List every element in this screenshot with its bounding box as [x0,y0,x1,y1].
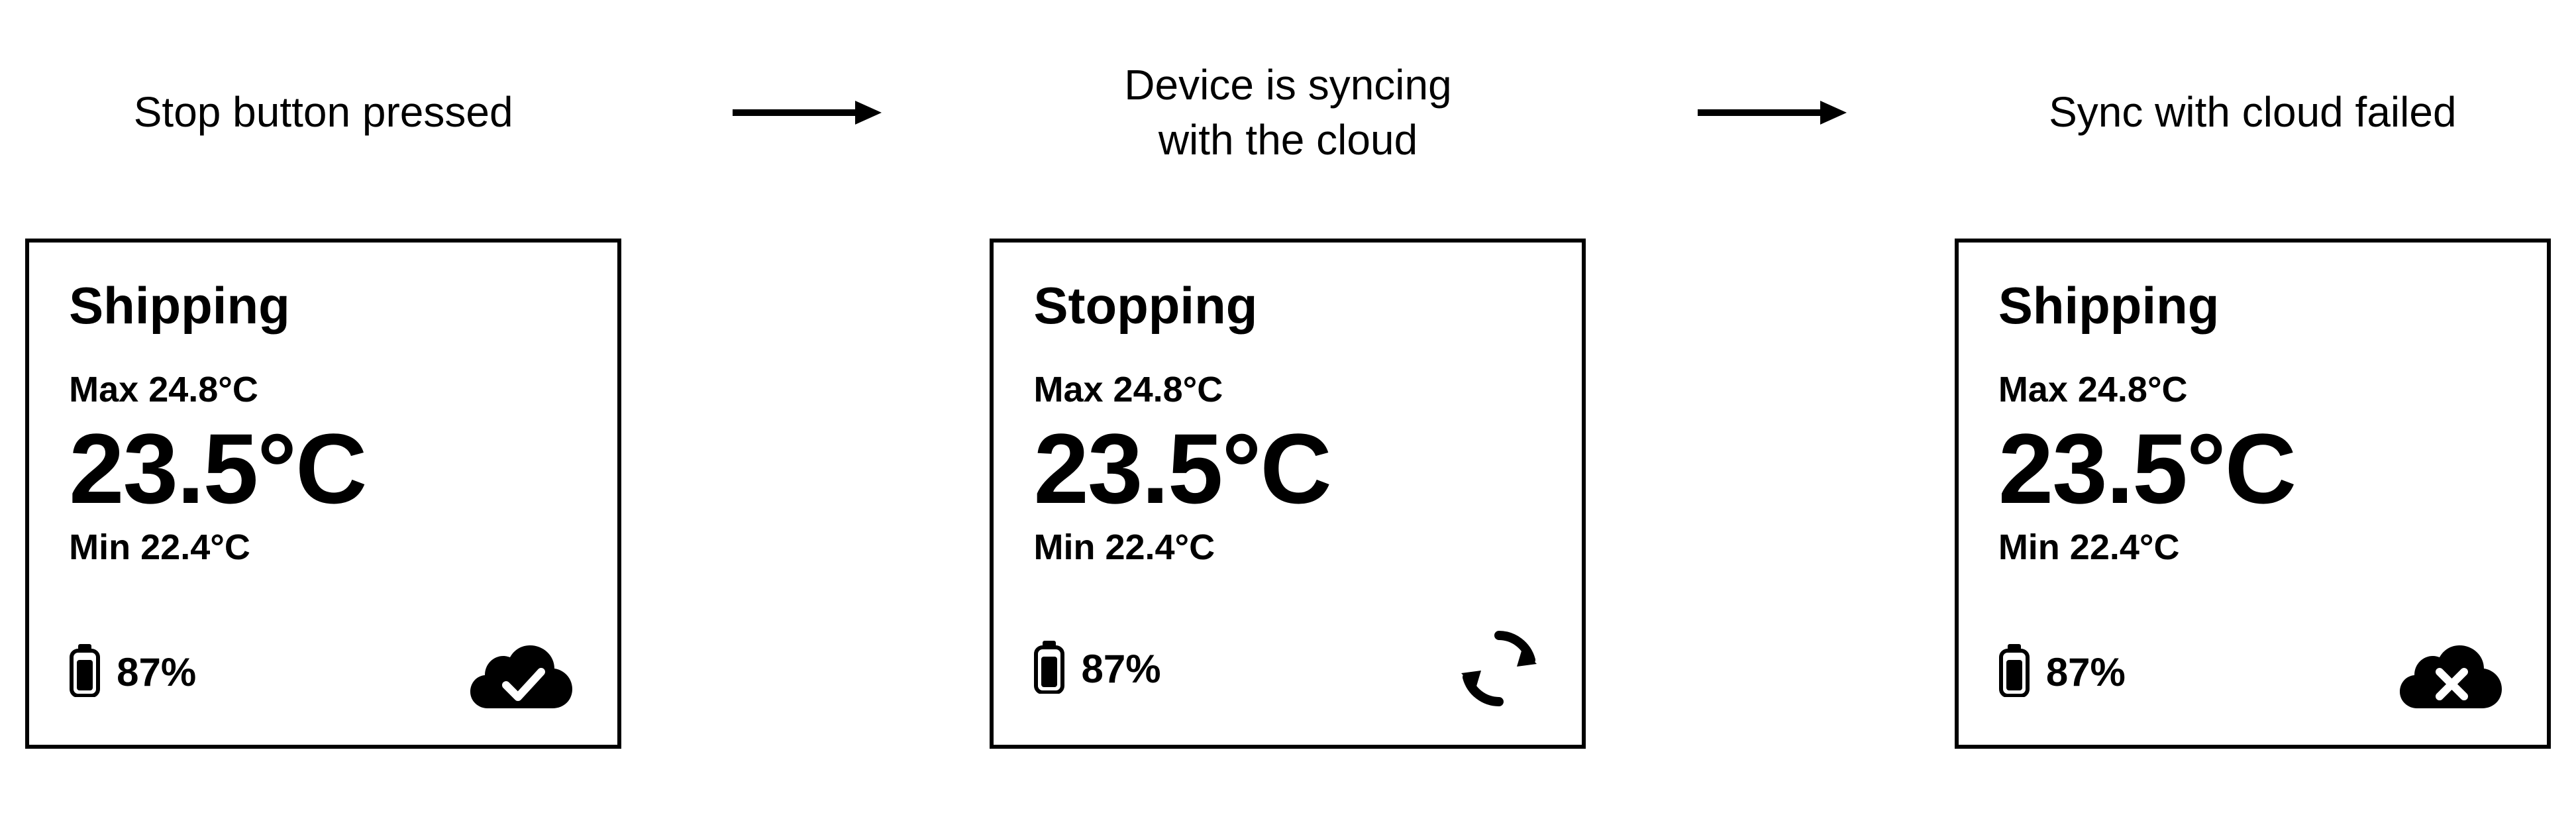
arrow-right-icon [1691,93,1850,133]
cloud-x-icon [2395,632,2507,712]
card-1-title: Shipping [69,276,578,336]
card-3-title: Shipping [1998,276,2507,336]
stage-3-caption: Sync with cloud failed [2049,53,2456,172]
card-1-footer: 87% [69,632,578,712]
battery-group-3: 87% [1998,644,2126,700]
card-2-title: Stopping [1033,276,1542,336]
card-3-max: Max 24.8°C [1998,369,2507,410]
card-2-temp: 23.5°C [1033,417,1542,521]
flow-diagram: Stop button pressed Shipping Max 24.8°C … [0,0,2576,749]
battery-icon [1998,644,2030,700]
card-2-footer: 87% [1033,625,1542,712]
device-card-2: Stopping Max 24.8°C 23.5°C Min 22.4°C 87… [990,239,1586,749]
card-3-temp: 23.5°C [1998,417,2507,521]
card-1-max: Max 24.8°C [69,369,578,410]
card-2-min: Min 22.4°C [1033,527,1542,568]
battery-group-1: 87% [69,644,196,700]
card-1-min: Min 22.4°C [69,527,578,568]
device-card-3: Shipping Max 24.8°C 23.5°C Min 22.4°C 87… [1955,239,2551,749]
stage-2-caption: Device is syncing with the cloud [1124,53,1451,172]
stage-3: Sync with cloud failed Shipping Max 24.8… [1930,53,2576,749]
card-3-min: Min 22.4°C [1998,527,2507,568]
stage-2: Device is syncing with the cloud Stoppin… [964,53,1611,749]
battery-group-2: 87% [1033,641,1160,697]
sync-icon [1456,625,1542,712]
battery-icon [1033,641,1065,697]
battery-icon [69,644,101,700]
device-card-1: Shipping Max 24.8°C 23.5°C Min 22.4°C 87… [25,239,621,749]
cloud-check-icon [465,632,578,712]
card-2-max: Max 24.8°C [1033,369,1542,410]
battery-pct-3: 87% [2046,649,2126,695]
arrow-right-icon [726,93,885,133]
arrow-2 [1691,53,1850,172]
stage-1-caption: Stop button pressed [134,53,513,172]
arrow-1 [726,53,885,172]
card-3-footer: 87% [1998,632,2507,712]
card-1-temp: 23.5°C [69,417,578,521]
battery-pct-2: 87% [1081,646,1160,692]
battery-pct-1: 87% [117,649,196,695]
stage-1: Stop button pressed Shipping Max 24.8°C … [0,53,646,749]
